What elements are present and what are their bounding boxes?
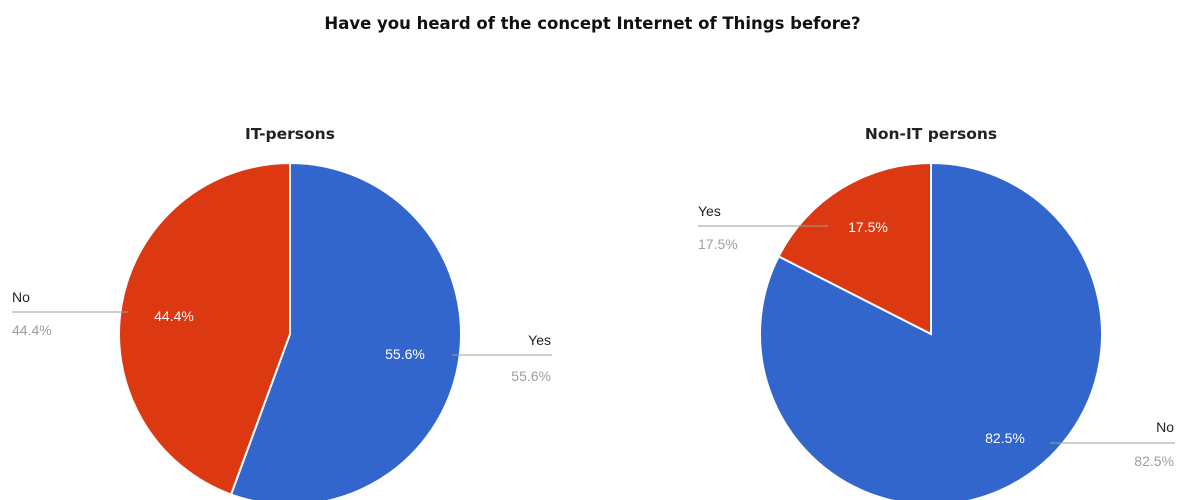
slice-it-yes	[229, 161, 462, 500]
pie-chart-non-it-persons: Non-IT persons 82.5% 17.5% No 82.5% Yes …	[698, 125, 1175, 500]
legend-value-nonit-no: 82.5%	[1134, 453, 1174, 469]
main-title: Have you heard of the concept Internet o…	[324, 14, 861, 33]
legend-value-it-no: 44.4%	[12, 322, 52, 338]
chart-title-non-it-persons: Non-IT persons	[865, 125, 997, 143]
legend-name-nonit-yes: Yes	[698, 203, 721, 219]
slice-it-no	[118, 161, 291, 496]
slice-label-it-yes: 55.6%	[385, 346, 425, 362]
chart-title-it-persons: IT-persons	[245, 125, 335, 143]
slice-label-nonit-yes: 17.5%	[848, 219, 888, 235]
legend-value-it-yes: 55.6%	[511, 368, 551, 384]
slice-nonit-yes	[777, 161, 932, 336]
pie-chart-it-persons: IT-persons 55.6% 44.4% Yes 55.6% No 44.4…	[12, 125, 552, 500]
slice-label-nonit-no: 82.5%	[985, 430, 1025, 446]
legend-name-it-yes: Yes	[528, 332, 551, 348]
legend-name-it-no: No	[12, 289, 30, 305]
legend-value-nonit-yes: 17.5%	[698, 236, 738, 252]
legend-name-nonit-no: No	[1156, 419, 1174, 435]
slice-label-it-no: 44.4%	[154, 308, 194, 324]
